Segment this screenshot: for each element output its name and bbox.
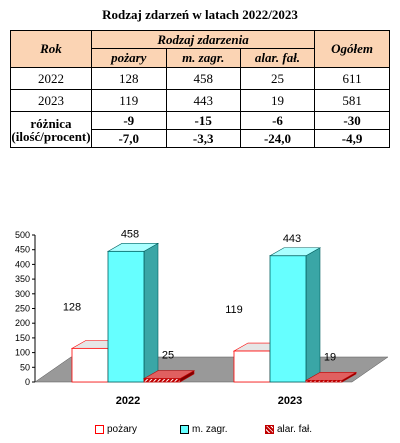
bar xyxy=(305,380,343,383)
diff-label-line2: (ilość/procent) xyxy=(11,128,91,144)
legend-item-pozary: pożary xyxy=(95,424,137,435)
bar xyxy=(269,255,307,383)
bar xyxy=(143,378,181,383)
col-header-pozary: pożary xyxy=(90,48,167,68)
y-tick-label: 400 xyxy=(15,259,30,269)
y-tick-label: 0 xyxy=(25,377,30,387)
y-tick-label: 350 xyxy=(15,274,30,284)
stats-table: Rok Rodzaj zdarzenia Ogółem pożary m. za… xyxy=(10,30,390,148)
table-cell: 119 xyxy=(90,89,167,112)
x-tick-label: 2023 xyxy=(278,395,302,407)
table-row: 2023 119 443 19 581 xyxy=(10,89,390,112)
y-tick-label: 50 xyxy=(20,362,30,372)
legend: pożary m. zagr. alar. fał. xyxy=(90,424,330,438)
diff-cell: -6 xyxy=(239,111,316,130)
legend-item-m-zagr: m. zagr. xyxy=(180,424,228,435)
table-cell: 458 xyxy=(165,67,241,90)
table-cell-total: 581 xyxy=(314,89,390,112)
data-label: 443 xyxy=(283,233,301,245)
legend-swatch-m-zagr xyxy=(180,425,189,434)
legend-label: m. zagr. xyxy=(192,424,228,435)
legend-swatch-pozary xyxy=(95,425,104,434)
data-label: 458 xyxy=(121,228,139,240)
total-header: Ogółem xyxy=(314,30,390,68)
table-row: 2022 128 458 25 611 xyxy=(10,67,390,90)
table-cell-total: 611 xyxy=(314,67,390,90)
y-tick-label: 100 xyxy=(15,348,30,358)
y-tick-label: 150 xyxy=(15,333,30,343)
table-cell: 128 xyxy=(90,67,167,90)
data-label: 128 xyxy=(63,301,81,313)
diff-cell-total: -30 xyxy=(314,111,390,130)
row-label: 2022 xyxy=(10,67,92,90)
diff-percent-cell-total: -4,9 xyxy=(314,129,390,148)
diff-label: różnica (ilość/procent) xyxy=(10,111,92,148)
col-header-alar-fal: alar. fał. xyxy=(239,48,316,68)
diff-label-line1: różnica xyxy=(30,115,72,131)
bar xyxy=(107,250,145,383)
table-cell: 19 xyxy=(239,89,316,112)
legend-label: pożary xyxy=(107,424,138,435)
col-header-m-zagr: m. zagr. xyxy=(165,48,241,68)
table-cell: 443 xyxy=(165,89,241,112)
y-tick-label: 500 xyxy=(15,230,30,240)
bar-chart: 0 50 100 150 200 250 300 350 400 450 500 128 458 25 20… xyxy=(15,228,389,407)
bar-side xyxy=(305,247,321,383)
x-tick-label: 2022 xyxy=(116,395,140,407)
data-label: 119 xyxy=(225,304,243,316)
bar xyxy=(233,350,271,383)
diff-cell: -9 xyxy=(90,111,167,130)
data-label: 19 xyxy=(324,351,336,363)
row-label: 2023 xyxy=(10,89,92,112)
diff-row: różnica (ilość/procent) -9 -15 -6 -30 xyxy=(10,111,390,148)
rok-header: Rok xyxy=(10,30,92,68)
y-tick-label: 250 xyxy=(15,304,30,314)
legend-label: alar. fał. xyxy=(277,424,313,435)
diff-percent-cell: -7,0 xyxy=(90,129,167,148)
y-tick-label: 300 xyxy=(15,289,30,299)
y-tick-label: 450 xyxy=(15,245,30,255)
diff-percent-cell: -3,3 xyxy=(165,129,241,148)
legend-swatch-alar-fal xyxy=(265,425,274,434)
table-cell: 25 xyxy=(239,67,316,90)
legend-item-alar-fal: alar. fał. xyxy=(265,424,312,435)
data-label: 25 xyxy=(162,350,174,362)
page-title: Rodzaj zdarzeń w latach 2022/2023 xyxy=(102,7,298,22)
diff-percent-cell: -24,0 xyxy=(239,129,316,148)
bar xyxy=(71,347,109,383)
diff-cell: -15 xyxy=(165,111,241,130)
diff-percent-row: -7,0 -3,3 -24,0 -4,9 xyxy=(11,129,390,148)
group-header: Rodzaj zdarzenia xyxy=(90,30,316,49)
bar-side xyxy=(143,242,159,383)
y-tick-label: 200 xyxy=(15,318,30,328)
